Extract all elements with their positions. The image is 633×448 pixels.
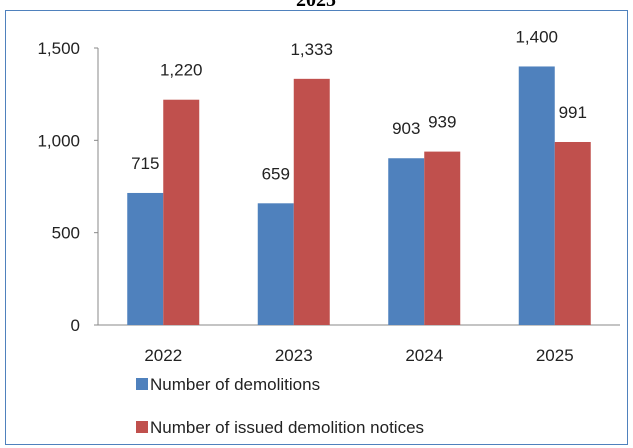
legend-swatch — [136, 421, 148, 433]
data-label: 659 — [262, 164, 290, 183]
bar — [127, 192, 164, 325]
x-tick-label: 2025 — [536, 346, 574, 365]
bar — [388, 158, 425, 325]
bar — [257, 203, 294, 325]
x-tick-label: 2024 — [405, 346, 443, 365]
legend-label: Number of demolitions — [150, 375, 320, 394]
data-label: 715 — [131, 154, 159, 173]
legend-label: Number of issued demolition notices — [150, 418, 424, 437]
data-label: 903 — [392, 119, 420, 138]
data-label: 1,400 — [515, 27, 558, 46]
bar — [424, 151, 461, 325]
bar — [518, 66, 555, 325]
y-tick-label: 0 — [71, 316, 80, 335]
y-tick-label: 1,000 — [37, 131, 80, 150]
data-label: 1,333 — [290, 40, 333, 59]
data-label: 1,220 — [160, 61, 203, 80]
bar — [163, 99, 200, 325]
bar — [293, 78, 330, 326]
x-tick-label: 2022 — [144, 346, 182, 365]
legend-swatch — [136, 378, 148, 390]
y-tick-label: 500 — [52, 224, 80, 243]
bar — [554, 141, 591, 325]
data-label: 991 — [559, 103, 587, 122]
data-label: 939 — [428, 113, 456, 132]
y-tick-label: 1,500 — [37, 39, 80, 58]
x-tick-label: 2023 — [275, 346, 313, 365]
chart-title: 2025 — [296, 0, 336, 11]
